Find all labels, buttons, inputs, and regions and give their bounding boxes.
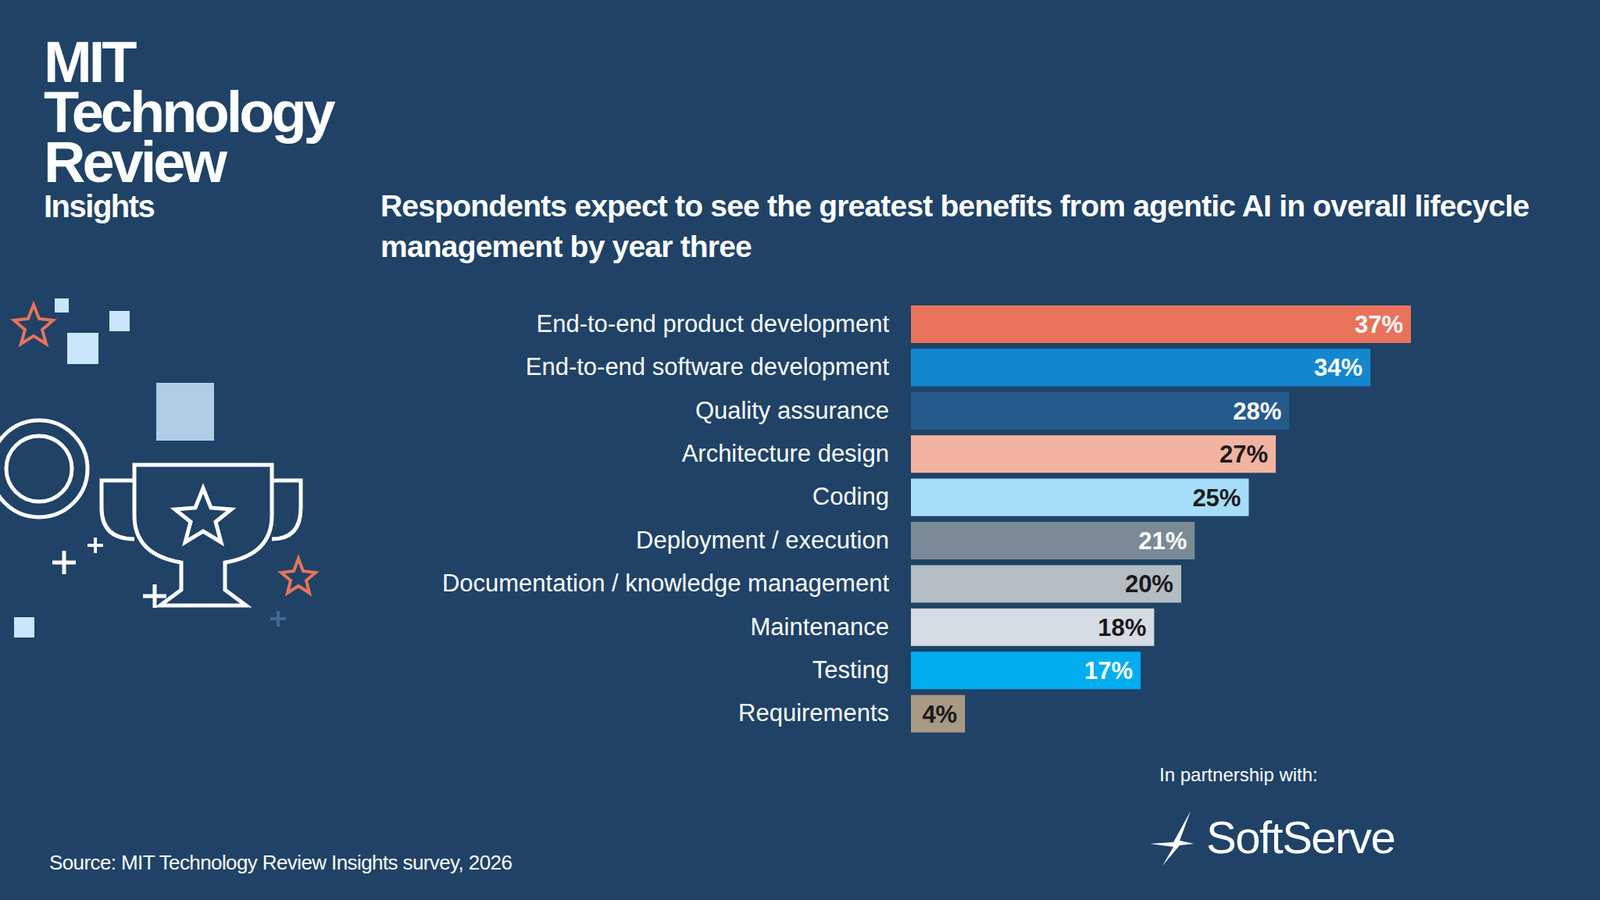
- html-text:Review: Review: [43, 129, 225, 195]
- svg-text:18%: 18%: [1097, 614, 1147, 642]
- html-text:Insights: Insights: [43, 189, 155, 224]
- html-text:In partnership with:: In partnership with:: [1159, 764, 1318, 786]
- svg-text:20%: 20%: [1125, 570, 1174, 598]
- svg-text:34%: 34%: [1314, 353, 1363, 382]
- svg-text:37%: 37%: [1354, 310, 1404, 339]
- svg-text:Testing: Testing: [812, 656, 890, 684]
- svg-text:25%: 25%: [1192, 484, 1241, 512]
- svg-text:Coding: Coding: [812, 482, 890, 511]
- html-text:Respondents expect to see the: Respondents expect to see the greatest b…: [380, 189, 1530, 264]
- html-text:SoftServe: SoftServe: [1206, 811, 1395, 863]
- svg-text:End-to-end product development: End-to-end product development: [535, 310, 890, 338]
- svg-text:Architecture design: Architecture design: [682, 439, 890, 468]
- svg-text:Quality assurance: Quality assurance: [695, 396, 890, 425]
- svg-text:Maintenance: Maintenance: [750, 613, 890, 641]
- html-text:Technology: Technology: [43, 79, 333, 145]
- svg-text:Deployment / execution: Deployment / execution: [635, 526, 890, 554]
- svg-text:17%: 17%: [1084, 657, 1133, 685]
- svg-text:4%: 4%: [921, 700, 958, 729]
- svg-text:27%: 27%: [1219, 440, 1268, 468]
- svg-text:28%: 28%: [1232, 397, 1282, 425]
- html-text:MIT: MIT: [43, 29, 134, 95]
- svg-text:21%: 21%: [1138, 527, 1187, 555]
- svg-text:End-to-end software developmen: End-to-end software development: [525, 353, 890, 381]
- svg-text:Documentation / knowledge mana: Documentation / knowledge management: [442, 569, 890, 597]
- html-text:Source: MIT Technology Review: Source: MIT Technology Review Insights s…: [49, 850, 512, 875]
- svg-text:Requirements: Requirements: [738, 699, 890, 727]
